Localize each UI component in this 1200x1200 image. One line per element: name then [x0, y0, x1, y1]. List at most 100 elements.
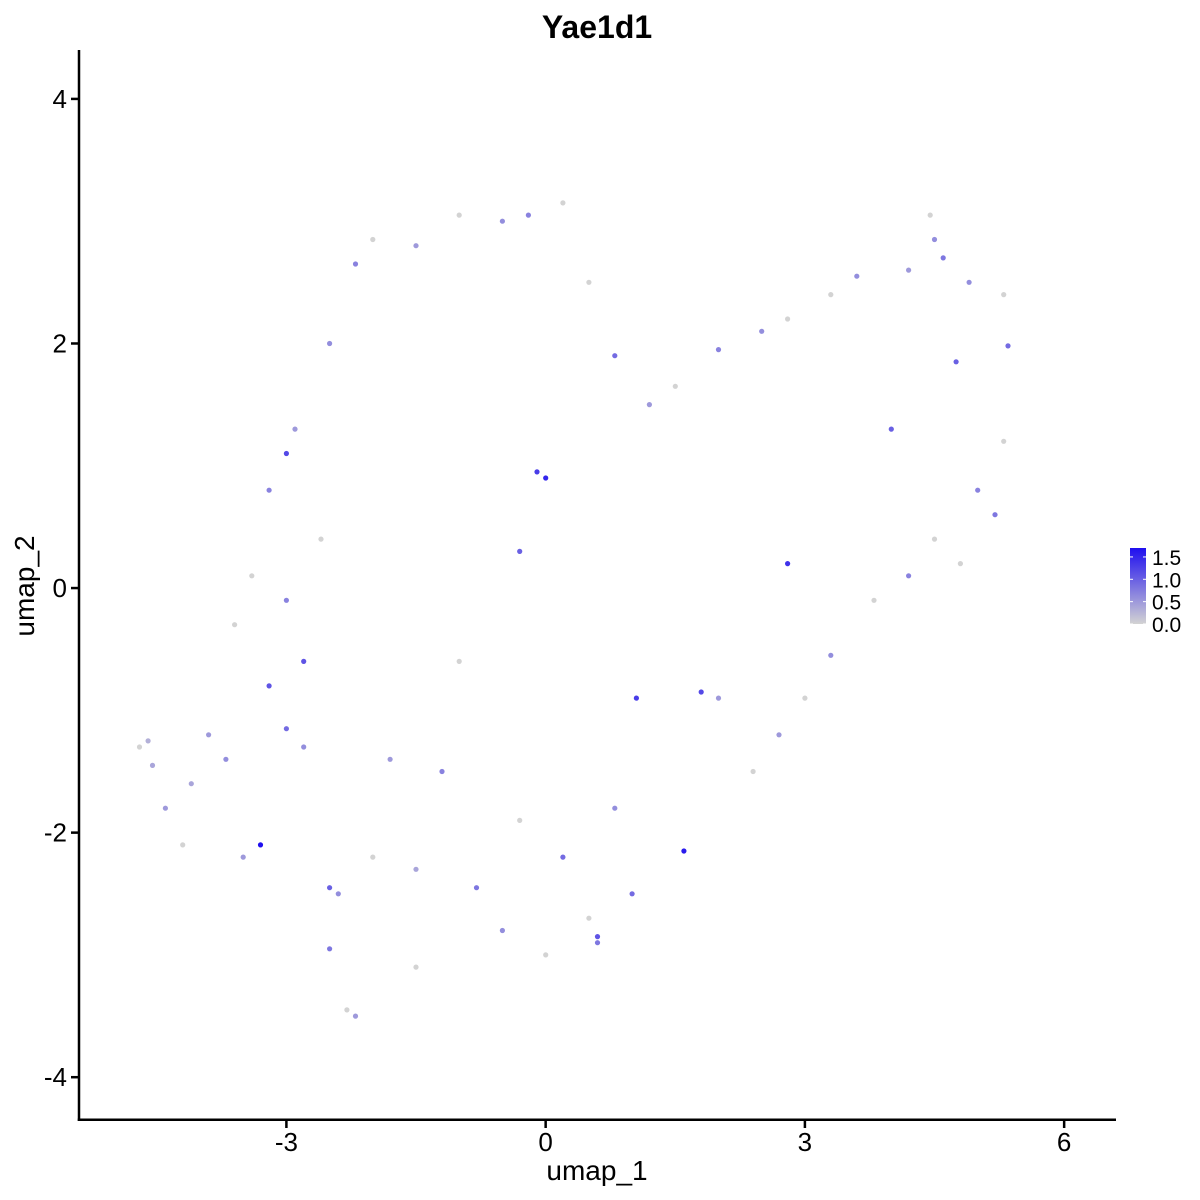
colorbar: [1130, 548, 1146, 624]
cell-point: [953, 359, 959, 365]
cell-point: [560, 200, 566, 206]
cell-point: [439, 768, 445, 775]
cell-point: [456, 658, 462, 665]
cell-point: [785, 316, 791, 322]
colorbar-label: 0.5: [1152, 592, 1181, 615]
cell-point: [776, 732, 782, 738]
cell-point: [646, 402, 653, 408]
y-axis-ticks: -4 -2 0 2 4: [44, 84, 79, 1092]
cell-point: [283, 726, 289, 732]
cell-point: [612, 805, 618, 811]
cell-point: [906, 267, 912, 273]
cell-point: [534, 469, 540, 475]
cell-point: [940, 255, 946, 261]
cell-point: [499, 927, 505, 934]
cell-point: [906, 573, 912, 579]
cell-point: [931, 236, 938, 243]
cell-point: [162, 805, 168, 811]
cell-point: [586, 915, 592, 921]
x-tick-label: 3: [798, 1127, 812, 1157]
cell-point: [517, 548, 523, 555]
cell-point: [223, 756, 229, 762]
colorbar-label: 0.0: [1152, 614, 1181, 637]
cell-point: [517, 817, 523, 824]
cell-point: [698, 689, 704, 695]
cell-point: [413, 866, 419, 872]
x-axis-ticks: -3 0 3 6: [275, 1120, 1071, 1157]
cell-point: [759, 328, 765, 334]
colorbar-legend: 0.00.51.01.5: [1130, 547, 1181, 637]
cell-point: [672, 383, 678, 389]
cell-point: [612, 353, 618, 359]
y-tick-label: 4: [53, 84, 67, 114]
cell-point: [335, 891, 341, 897]
cell-point: [352, 261, 359, 267]
cell-point: [992, 512, 998, 518]
cell-point: [266, 683, 272, 689]
cell-point: [370, 236, 376, 243]
x-tick-label: 6: [1057, 1127, 1071, 1157]
cell-point: [586, 279, 592, 285]
cell-point: [927, 212, 933, 218]
cell-point: [249, 573, 255, 579]
cell-point: [966, 279, 972, 285]
cell-point: [543, 952, 549, 958]
cell-point: [327, 885, 333, 891]
cell-point: [854, 273, 860, 279]
cell-point: [828, 292, 834, 298]
cell-point: [456, 212, 462, 218]
x-axis-label: umap_1: [546, 1155, 647, 1186]
cell-point: [318, 536, 324, 542]
cell-point: [136, 744, 143, 750]
cell-point: [888, 426, 894, 432]
cell-point: [301, 744, 307, 750]
cell-point: [681, 848, 687, 854]
cell-point: [1001, 438, 1007, 444]
cell-point: [149, 762, 156, 769]
cell-point: [292, 426, 298, 432]
cell-point: [975, 487, 981, 493]
cell-point: [871, 597, 877, 603]
cell-point: [283, 597, 289, 603]
cell-point: [257, 842, 264, 848]
cell-point: [931, 536, 938, 542]
cell-point: [344, 1007, 350, 1013]
cell-point: [413, 964, 419, 970]
cell-point: [1005, 343, 1011, 349]
cell-point: [560, 854, 566, 860]
cell-point: [802, 695, 808, 701]
cell-point: [370, 854, 376, 860]
cell-point: [473, 885, 480, 891]
cell-point: [180, 842, 186, 848]
cell-point: [240, 854, 246, 860]
x-tick-label: 0: [538, 1127, 552, 1157]
y-tick-label: -2: [44, 818, 67, 848]
cell-point: [594, 934, 601, 940]
cell-point: [283, 450, 289, 457]
cell-point: [828, 652, 834, 658]
colorbar-label: 1.0: [1152, 569, 1181, 592]
cell-point: [266, 487, 272, 493]
chart-title: Yae1d1: [542, 9, 652, 45]
scatter-points: [136, 200, 1011, 1019]
x-tick-label: -3: [275, 1127, 298, 1157]
y-axis-label: umap_2: [9, 535, 40, 636]
cell-point: [352, 1013, 359, 1019]
cell-point: [387, 756, 393, 762]
cell-point: [785, 561, 791, 567]
cell-point: [633, 695, 640, 701]
cell-point: [594, 940, 601, 946]
colorbar-label: 1.5: [1152, 547, 1181, 570]
cell-point: [206, 732, 212, 738]
cell-point: [232, 622, 238, 628]
cell-point: [1001, 292, 1007, 298]
cell-point: [957, 561, 964, 567]
cell-point: [327, 340, 333, 347]
cell-point: [145, 738, 151, 744]
cell-point: [750, 768, 756, 775]
y-tick-label: 2: [53, 328, 67, 358]
cell-point: [525, 212, 532, 218]
cell-point: [413, 243, 419, 249]
cell-point: [715, 695, 722, 701]
